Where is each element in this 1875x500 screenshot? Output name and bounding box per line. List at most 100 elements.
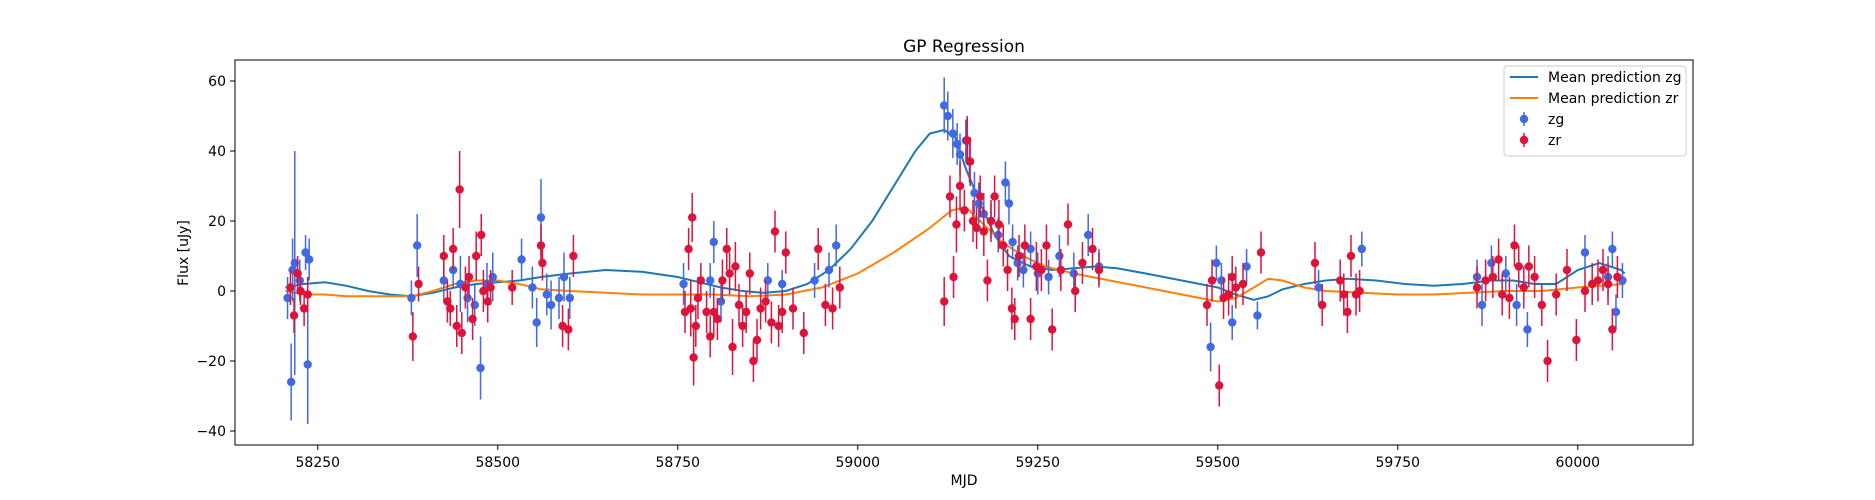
y-tick-label: 40	[208, 144, 226, 160]
zr-data-point	[1238, 279, 1248, 289]
zr-data-point	[725, 269, 734, 278]
zr-data-point	[752, 335, 762, 345]
zr-data-point	[1088, 244, 1097, 254]
zr-data-point	[972, 223, 981, 233]
zg-data-point	[1055, 251, 1064, 261]
zg-data-point	[824, 265, 834, 275]
zr-data-point	[1580, 286, 1590, 296]
zr-data-point	[286, 283, 295, 292]
zg-data-point	[763, 276, 772, 285]
legend-label: Mean prediction zg	[1548, 70, 1682, 86]
zg-data-point	[1019, 265, 1028, 275]
zr-data-point	[1003, 265, 1012, 275]
zr-data-point	[569, 251, 578, 261]
x-tick-label: 59000	[836, 455, 881, 471]
zg-data-point	[1008, 237, 1017, 247]
zg-data-point	[1228, 318, 1237, 327]
zg-data-point	[1004, 199, 1014, 208]
zr-data-point	[1256, 248, 1266, 257]
zr-data-point	[1608, 325, 1617, 334]
zg-data-point	[1212, 258, 1221, 268]
zr-data-point	[1498, 290, 1507, 299]
legend-label: zr	[1548, 133, 1561, 149]
zr-data-point	[455, 185, 464, 194]
zr-data-point	[1346, 251, 1356, 261]
x-tick-label: 59500	[1196, 455, 1241, 471]
zg-data-point	[952, 139, 962, 149]
zr-data-point	[778, 307, 787, 317]
x-tick-label: 58750	[656, 455, 701, 471]
zr-data-point	[774, 321, 783, 331]
zr-data-point	[1603, 279, 1613, 289]
y-tick-label: −40	[196, 424, 226, 440]
zr-data-point	[1552, 290, 1561, 299]
zg-data-point	[554, 293, 564, 303]
legend-item-zg: zg	[1519, 112, 1564, 128]
zg-data-point	[470, 300, 479, 310]
zg-data-point	[706, 276, 715, 285]
x-tick-label: 58500	[476, 455, 521, 471]
x-tick-label: 59250	[1016, 455, 1061, 471]
zg-data-point	[1206, 342, 1215, 352]
zr-data-point	[299, 304, 309, 313]
zr-data-point	[1037, 265, 1046, 275]
zr-data-point	[1481, 276, 1490, 285]
zr-data-point	[761, 297, 770, 306]
zr-data-point	[952, 220, 961, 229]
zr-data-point	[1514, 262, 1523, 271]
zr-data-point	[814, 244, 823, 254]
zg-data-point	[955, 150, 965, 159]
zg-data-point	[1242, 262, 1251, 271]
zr-data-point	[1593, 276, 1603, 285]
zg-data-point	[943, 111, 952, 121]
zr-data-point	[770, 227, 780, 236]
zr-data-point	[745, 269, 754, 278]
zr-data-point	[994, 220, 1004, 229]
zr-data-point	[799, 328, 808, 338]
zg-data-point	[528, 283, 537, 292]
zr-data-point	[1071, 286, 1080, 296]
zr-data-point	[472, 251, 481, 261]
zr-data-point	[448, 244, 458, 254]
zr-data-point	[1231, 283, 1241, 292]
zr-data-point	[461, 283, 470, 292]
zr-data-point	[439, 251, 448, 261]
zg-data-point	[565, 293, 574, 303]
zr-data-point	[691, 321, 700, 331]
zr-data-point	[414, 279, 423, 289]
zr-data-point	[303, 290, 312, 299]
zg-data-point	[439, 276, 448, 285]
zr-data-point	[742, 307, 751, 317]
zr-data-point	[684, 244, 693, 254]
zg-data-point	[463, 293, 472, 303]
zr-data-point	[709, 307, 718, 317]
zr-data-point	[1339, 290, 1349, 299]
y-tick-label: 20	[208, 214, 226, 230]
zr-data-point	[1519, 283, 1529, 292]
zg-data-point	[488, 272, 497, 282]
zr-data-point	[1472, 283, 1482, 292]
zg-data-point	[559, 272, 569, 282]
zr-data-point	[1537, 300, 1547, 310]
zr-data-point	[713, 314, 722, 324]
zr-data-point	[1063, 220, 1073, 229]
zr-data-point	[940, 297, 949, 306]
zr-data-point	[464, 272, 474, 282]
zr-data-point	[960, 206, 969, 215]
legend-label: zg	[1548, 112, 1564, 128]
zr-data-point	[999, 241, 1008, 250]
zr-data-point	[477, 230, 486, 240]
zg-data-point	[1084, 230, 1093, 240]
zg-data-point	[974, 199, 983, 208]
zr-data-point	[536, 241, 546, 250]
zg-data-point	[1013, 258, 1022, 268]
zg-data-point	[303, 360, 312, 369]
zg-data-point	[407, 293, 416, 303]
zr-data-point	[728, 342, 737, 352]
zr-data-point	[1020, 241, 1030, 250]
zg-data-point	[778, 279, 787, 289]
zr-data-point	[1026, 314, 1035, 324]
zr-data-point	[1488, 272, 1498, 282]
legend-label: Mean prediction zr	[1548, 91, 1679, 107]
zr-data-point	[756, 304, 765, 313]
